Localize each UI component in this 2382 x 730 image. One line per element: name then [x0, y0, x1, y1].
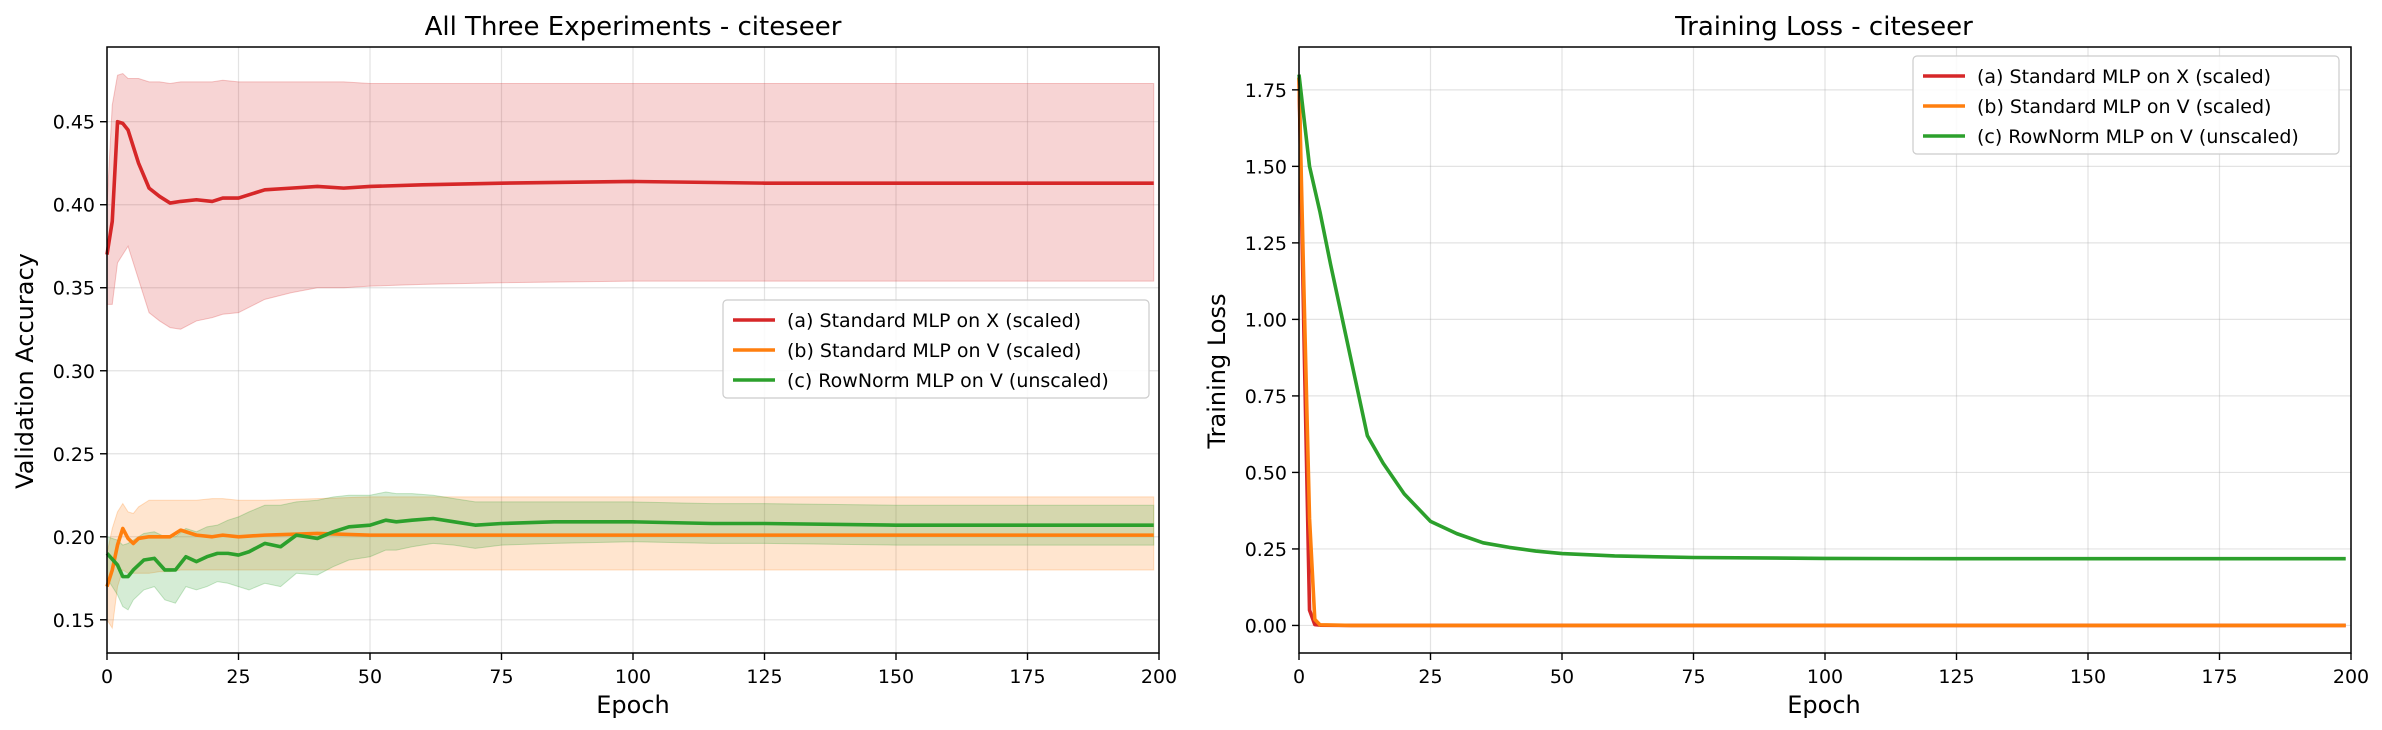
legend-box [1912, 55, 2340, 155]
legend-label: (b) Standard MLP on V (scaled) [787, 340, 1081, 362]
x-tick-label: 25 [1418, 666, 1442, 688]
x-tick-label: 75 [489, 666, 513, 688]
legend-label: (a) Standard MLP on X (scaled) [1977, 66, 2271, 88]
confidence-band-c [106, 491, 1155, 611]
legend: (a) Standard MLP on X (scaled) (b) Standa… [1912, 55, 2340, 155]
series-line-a [1297, 77, 2346, 628]
legend: (a) Standard MLP on X (scaled) (b) Standa… [722, 299, 1150, 399]
x-tick-label: 100 [1807, 666, 1843, 688]
y-tick-label: 0.25 [53, 444, 95, 466]
y-tick-label: 0.35 [53, 278, 95, 300]
series-lines [105, 119, 1154, 588]
y-tick-label: 1.75 [1245, 80, 1287, 102]
x-tick-label: 50 [1550, 666, 1574, 688]
y-ticks: 0.00 0.25 0.50 0.75 1.00 1.25 1.50 1.75 [1245, 80, 1299, 637]
x-ticks: 0 25 50 75 100 125 150 175 200 [1293, 653, 2369, 688]
x-tick-label: 175 [2201, 666, 2237, 688]
x-tick-label: 200 [2333, 666, 2369, 688]
legend-box [722, 299, 1150, 399]
x-tick-label: 25 [226, 666, 250, 688]
y-tick-label: 0.25 [1245, 539, 1287, 561]
chart-title: All Three Experiments - citeseer [425, 12, 842, 42]
y-tick-label: 0.75 [1245, 386, 1287, 408]
y-ticks: 0.15 0.20 0.25 0.30 0.35 0.40 0.45 [53, 112, 107, 632]
series-line-b [105, 526, 1154, 588]
legend-label: (b) Standard MLP on V (scaled) [1977, 96, 2271, 118]
confidence-band-b [106, 496, 1155, 630]
legend-label: (a) Standard MLP on X (scaled) [787, 310, 1081, 332]
series-line-b [1297, 77, 2346, 628]
x-ticks: 0 25 50 75 100 125 150 175 200 [101, 653, 1177, 688]
x-tick-label: 125 [1938, 666, 1974, 688]
x-tick-label: 50 [358, 666, 382, 688]
x-axis-label: Epoch [1787, 691, 1861, 719]
x-tick-label: 100 [615, 666, 651, 688]
confidence-band-a [106, 72, 1155, 330]
y-tick-label: 0.00 [1245, 615, 1287, 637]
y-tick-label: 1.00 [1245, 309, 1287, 331]
y-tick-label: 0.45 [53, 112, 95, 134]
series-line-a [105, 119, 1154, 255]
y-axis-label: Training Loss [1203, 294, 1231, 450]
training-loss-chart: Training Loss - citeseer Epoch Training … [1203, 12, 2369, 719]
x-tick-label: 200 [1141, 666, 1177, 688]
confidence-bands [106, 72, 1155, 630]
y-tick-label: 0.50 [1245, 462, 1287, 484]
x-tick-label: 0 [101, 666, 113, 688]
y-tick-label: 0.40 [53, 195, 95, 217]
grid [1298, 47, 2352, 653]
legend-label: (c) RowNorm MLP on V (unscaled) [787, 370, 1109, 392]
x-tick-label: 150 [2070, 666, 2106, 688]
y-tick-label: 0.15 [53, 610, 95, 632]
x-tick-label: 75 [1681, 666, 1705, 688]
legend-label: (c) RowNorm MLP on V (unscaled) [1977, 126, 2299, 148]
series-line-c [105, 516, 1154, 579]
y-tick-label: 1.50 [1245, 156, 1287, 178]
y-tick-label: 0.20 [53, 527, 95, 549]
x-tick-label: 150 [878, 666, 914, 688]
y-axis-label: Validation Accuracy [11, 253, 39, 489]
series-lines [1297, 74, 2346, 628]
series-line-c [1297, 74, 2346, 561]
x-tick-label: 0 [1293, 666, 1305, 688]
y-tick-label: 0.30 [53, 361, 95, 383]
x-axis-label: Epoch [596, 691, 670, 719]
chart-title: Training Loss - citeseer [1674, 12, 1973, 42]
validation-accuracy-chart: All Three Experiments - citeseer Epoch V… [11, 12, 1177, 719]
x-tick-label: 125 [746, 666, 782, 688]
x-tick-label: 175 [1009, 666, 1045, 688]
y-tick-label: 1.25 [1245, 233, 1287, 255]
